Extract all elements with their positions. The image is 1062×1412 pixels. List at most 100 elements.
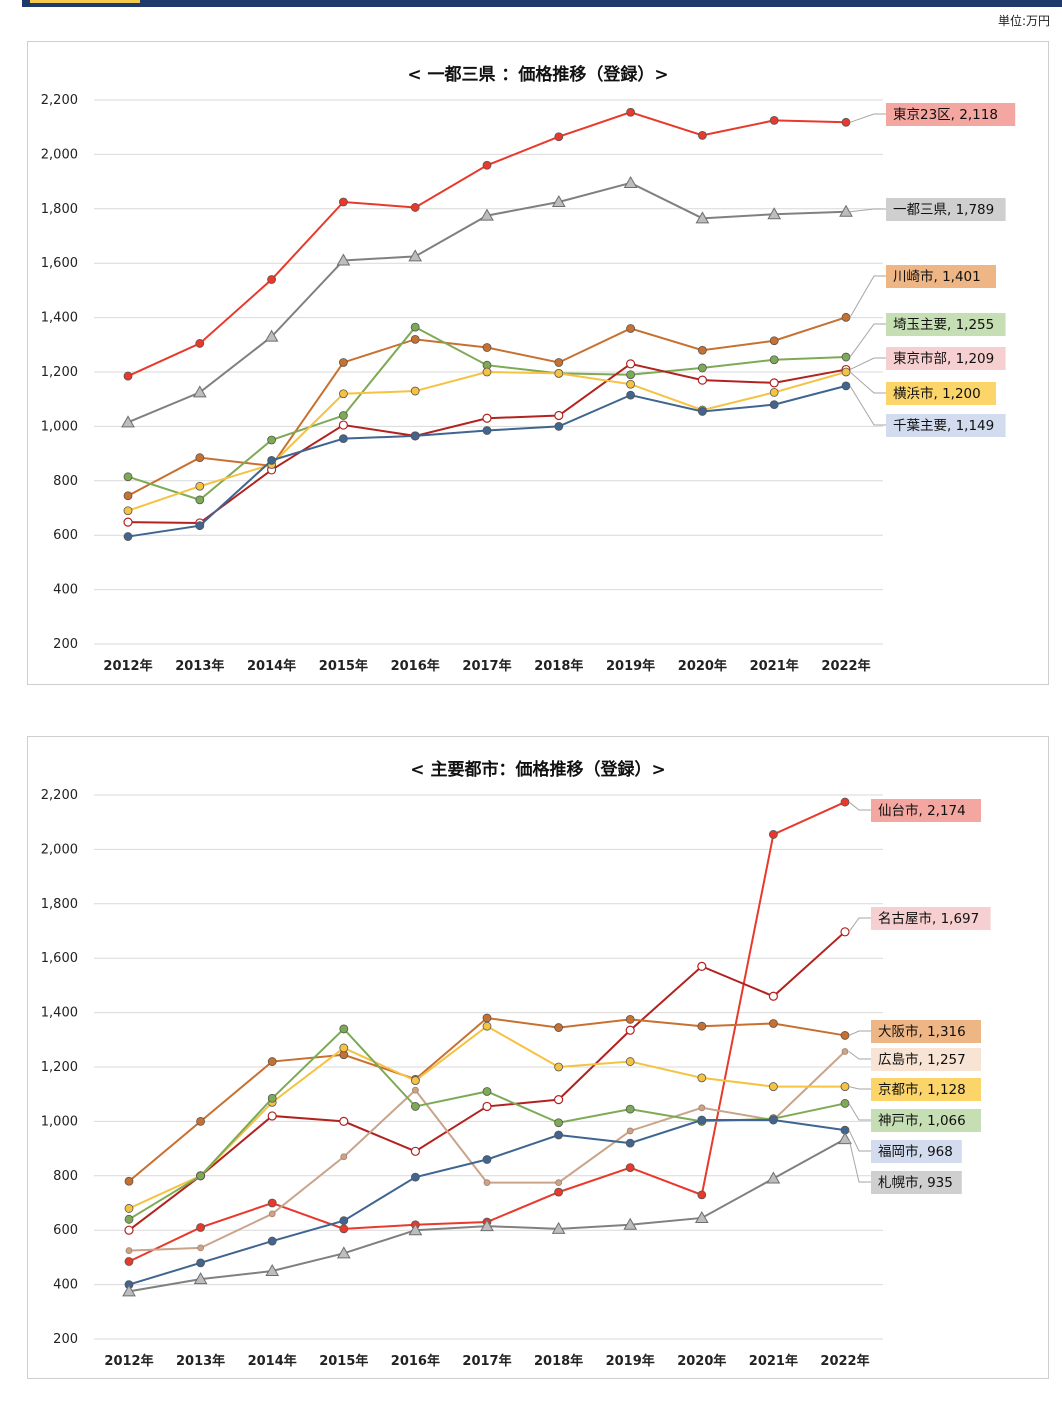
- x-tick-label: 2022年: [821, 658, 870, 674]
- data-point: [554, 1130, 563, 1140]
- data-point: [482, 413, 492, 423]
- y-tick-label: 400: [53, 1278, 78, 1293]
- series-line: [127, 370, 847, 512]
- data-label: 広島市, 1,257: [878, 1051, 966, 1068]
- data-label-box: [886, 414, 1006, 437]
- x-tick-label: 2019年: [606, 1353, 655, 1369]
- series-1: 一都三県, 1,789: [121, 175, 1006, 428]
- data-point: [697, 961, 707, 971]
- data-point: [195, 339, 205, 348]
- data-label-box: [871, 1048, 981, 1071]
- chart-panel-major-cities: < 主要都市：価格推移（登録）> 2,200 2,000 1,800 1,600 1,40…: [27, 736, 1049, 1379]
- x-tick-label: 2020年: [677, 1353, 726, 1369]
- unit-label: 単位:万円: [997, 14, 1050, 28]
- x-tick-label: 2019年: [606, 658, 655, 674]
- data-point: [625, 1104, 635, 1114]
- data-point: [769, 1019, 778, 1028]
- y-tick-label: 1,200: [41, 365, 78, 380]
- data-point: [554, 410, 564, 421]
- data-point: [196, 1171, 206, 1181]
- x-tick-label: 2018年: [534, 1353, 583, 1369]
- data-point: [482, 1021, 492, 1031]
- data-point: [124, 1257, 134, 1266]
- data-point: [695, 211, 710, 224]
- data-point: [410, 1102, 420, 1111]
- data-point: [195, 495, 205, 505]
- y-tick-label: 600: [53, 528, 78, 543]
- y-tick-label: 200: [53, 1332, 78, 1347]
- data-label-box: [871, 907, 991, 930]
- data-point: [769, 378, 779, 388]
- data-point: [193, 1272, 208, 1285]
- data-point: [626, 370, 635, 380]
- data-point: [195, 521, 205, 531]
- y-tick-label: 2,000: [41, 842, 78, 857]
- data-point: [340, 1153, 348, 1161]
- series-4: 京都市, 1,128: [124, 1021, 981, 1213]
- data-point: [626, 379, 635, 389]
- leader-line: [849, 113, 886, 123]
- data-point: [124, 1204, 134, 1213]
- leader-line: [848, 1138, 871, 1183]
- x-tick-label: 2013年: [176, 1353, 225, 1369]
- series-line: [127, 325, 847, 501]
- leader-line: [849, 385, 886, 426]
- data-point: [626, 390, 635, 400]
- y-tick-label: 1,800: [41, 202, 78, 217]
- x-tick-label: 2021年: [749, 1353, 798, 1369]
- data-point: [267, 1111, 277, 1121]
- data-point: [769, 400, 779, 410]
- data-point: [768, 991, 779, 1001]
- data-point: [841, 381, 851, 391]
- y-tick-label: 1,800: [41, 897, 78, 912]
- data-point: [410, 386, 420, 396]
- data-point: [267, 435, 277, 445]
- data-point: [698, 363, 707, 373]
- y-tick-label: 2,200: [41, 788, 78, 803]
- data-label: 川崎市, 1,401: [893, 268, 981, 285]
- data-point: [267, 1093, 277, 1103]
- chart-title: < 一都三県 ：価格推移（登録）>: [407, 64, 668, 85]
- x-tick-label: 2012年: [103, 658, 152, 674]
- y-tick-label: 1,000: [41, 419, 78, 434]
- leader-line: [848, 1051, 871, 1060]
- data-label: 神戸市, 1,066: [878, 1112, 966, 1129]
- series-7: 札幌市, 935: [122, 1132, 962, 1297]
- data-point: [195, 481, 205, 491]
- data-point: [192, 385, 207, 398]
- data-point: [123, 517, 133, 527]
- data-point: [265, 1263, 280, 1276]
- data-label-box: [886, 198, 1006, 221]
- data-point: [769, 336, 779, 346]
- data-point: [480, 1219, 494, 1232]
- data-point: [267, 1236, 277, 1246]
- data-point: [408, 249, 423, 262]
- data-point: [339, 1043, 349, 1053]
- data-point: [554, 421, 564, 431]
- x-tick-label: 2016年: [391, 658, 440, 674]
- data-point: [840, 797, 850, 807]
- data-point: [625, 359, 636, 369]
- data-point: [551, 1221, 566, 1234]
- data-point: [697, 375, 708, 385]
- data-label: 福岡市, 968: [878, 1143, 953, 1160]
- leader-line: [848, 801, 871, 811]
- data-point: [339, 1216, 349, 1226]
- data-label: 千葉主要, 1,149: [893, 418, 994, 434]
- data-point: [480, 208, 494, 221]
- data-label: 横浜市, 1,200: [893, 385, 981, 402]
- data-point: [124, 1214, 134, 1224]
- data-point: [554, 1062, 563, 1072]
- y-tick-label: 600: [53, 1223, 78, 1238]
- data-point: [769, 830, 778, 839]
- data-point: [123, 532, 133, 541]
- data-point: [625, 1163, 635, 1173]
- data-point: [553, 1095, 564, 1105]
- data-point: [410, 1172, 420, 1182]
- data-point: [841, 1048, 849, 1055]
- data-point: [196, 1258, 206, 1268]
- leader-line: [849, 208, 886, 213]
- data-point: [769, 1115, 778, 1125]
- chart-major-cities-svg: < 主要都市：価格推移（登録）> 2,200 2,000 1,800 1,600 1,40…: [41, 759, 991, 1369]
- series-6: 福岡市, 968: [124, 1115, 962, 1289]
